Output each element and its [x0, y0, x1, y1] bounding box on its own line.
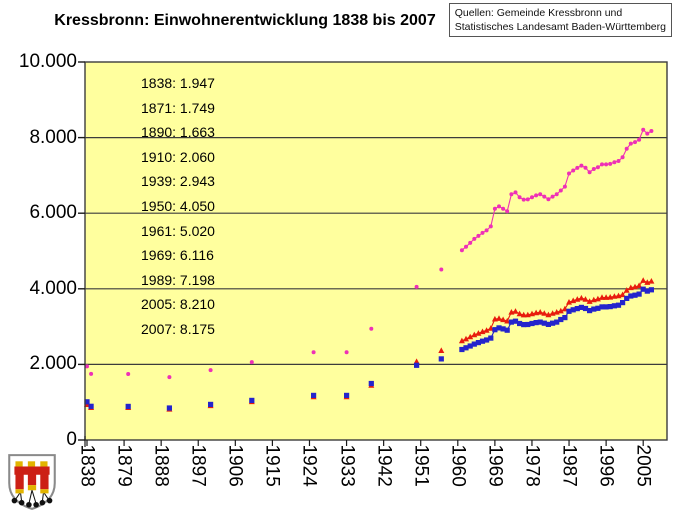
chart-title: Kressbronn: Einwohnerentwicklung 1838 bi… — [54, 12, 436, 29]
source-line-1: Quellen: Gemeinde Kressbronn und — [454, 7, 623, 19]
annotation-line: 1890: 1.663 — [141, 124, 215, 141]
x-axis-label: 1978 — [521, 444, 543, 487]
x-axis-label: 1879 — [113, 444, 135, 487]
x-axis-label: 1838 — [76, 444, 98, 487]
coat-of-arms-bridge — [14, 466, 50, 490]
source-box: Quellen: Gemeinde Kressbronn und Statist… — [448, 3, 672, 37]
coat-of-arms-gold — [15, 461, 49, 494]
annotation-line: 1961: 5.020 — [141, 222, 215, 239]
annotation-list: 1838: 1.947 1871: 1.749 1890: 1.663 1910: 2… — [141, 71, 215, 342]
x-axis-label: 1987 — [558, 444, 580, 487]
annotation-line: 1871: 1.749 — [141, 99, 215, 116]
x-axis-label: 1915 — [261, 444, 283, 487]
x-axis-label: 1942 — [373, 444, 395, 487]
annotation-line: 1950: 4.050 — [141, 197, 215, 214]
x-axis-label: 2005 — [632, 444, 654, 487]
x-axis-label: 1996 — [595, 444, 617, 487]
y-axis-label: 8.000 — [29, 126, 77, 148]
annotation-line: 2005: 8.210 — [141, 296, 215, 313]
annotation-line: 1939: 2.943 — [141, 173, 215, 190]
y-axis-label: 2.000 — [29, 353, 77, 375]
annotation-line: 1989: 7.198 — [141, 271, 215, 288]
y-axis-label: 4.000 — [29, 277, 77, 299]
x-axis-label: 1969 — [484, 444, 506, 487]
x-axis-label: 1960 — [447, 444, 469, 487]
coat-of-arms — [8, 454, 56, 510]
coat-of-arms-seeds — [11, 490, 53, 508]
x-axis-label: 1906 — [224, 444, 246, 487]
source-line-2: Statistisches Landesamt Baden-Württember… — [454, 21, 666, 33]
y-axis-label: 6.000 — [29, 202, 77, 224]
x-axis-label: 1951 — [410, 444, 432, 487]
x-axis-label: 1924 — [298, 444, 320, 487]
x-axis-label: 1888 — [150, 444, 172, 487]
annotation-line: 1838: 1.947 — [141, 75, 215, 91]
annotation-line: 2007: 8.175 — [141, 320, 215, 337]
y-axis-label: 0 — [66, 429, 77, 450]
x-axis-label: 1933 — [336, 444, 358, 487]
x-axis-label: 1897 — [187, 444, 209, 487]
annotation-line: 1910: 2.060 — [141, 148, 215, 165]
annotation-line: 1969: 6.116 — [141, 247, 214, 264]
y-axis-label: 10.000 — [18, 51, 77, 72]
